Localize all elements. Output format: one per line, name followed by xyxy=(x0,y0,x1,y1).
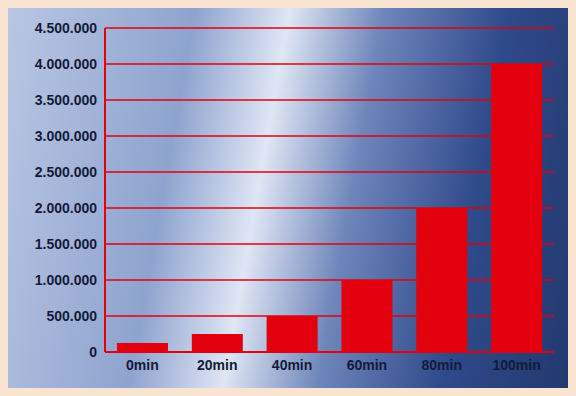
svg-text:0min: 0min xyxy=(126,357,159,373)
svg-text:60min: 60min xyxy=(347,357,387,373)
svg-text:1.500.000: 1.500.000 xyxy=(35,236,97,252)
svg-text:3.500.000: 3.500.000 xyxy=(35,92,97,108)
svg-text:0: 0 xyxy=(89,344,97,360)
svg-text:4.000.000: 4.000.000 xyxy=(35,56,97,72)
svg-text:40min: 40min xyxy=(272,357,312,373)
svg-text:2.000.000: 2.000.000 xyxy=(35,200,97,216)
svg-text:1.000.000: 1.000.000 xyxy=(35,272,97,288)
svg-text:80min: 80min xyxy=(422,357,462,373)
svg-text:20min: 20min xyxy=(197,357,237,373)
svg-text:4.500.000: 4.500.000 xyxy=(35,20,97,36)
svg-text:2.500.000: 2.500.000 xyxy=(35,164,97,180)
svg-text:3.000.000: 3.000.000 xyxy=(35,128,97,144)
svg-text:100min: 100min xyxy=(492,357,540,373)
svg-text:500.000: 500.000 xyxy=(46,308,97,324)
